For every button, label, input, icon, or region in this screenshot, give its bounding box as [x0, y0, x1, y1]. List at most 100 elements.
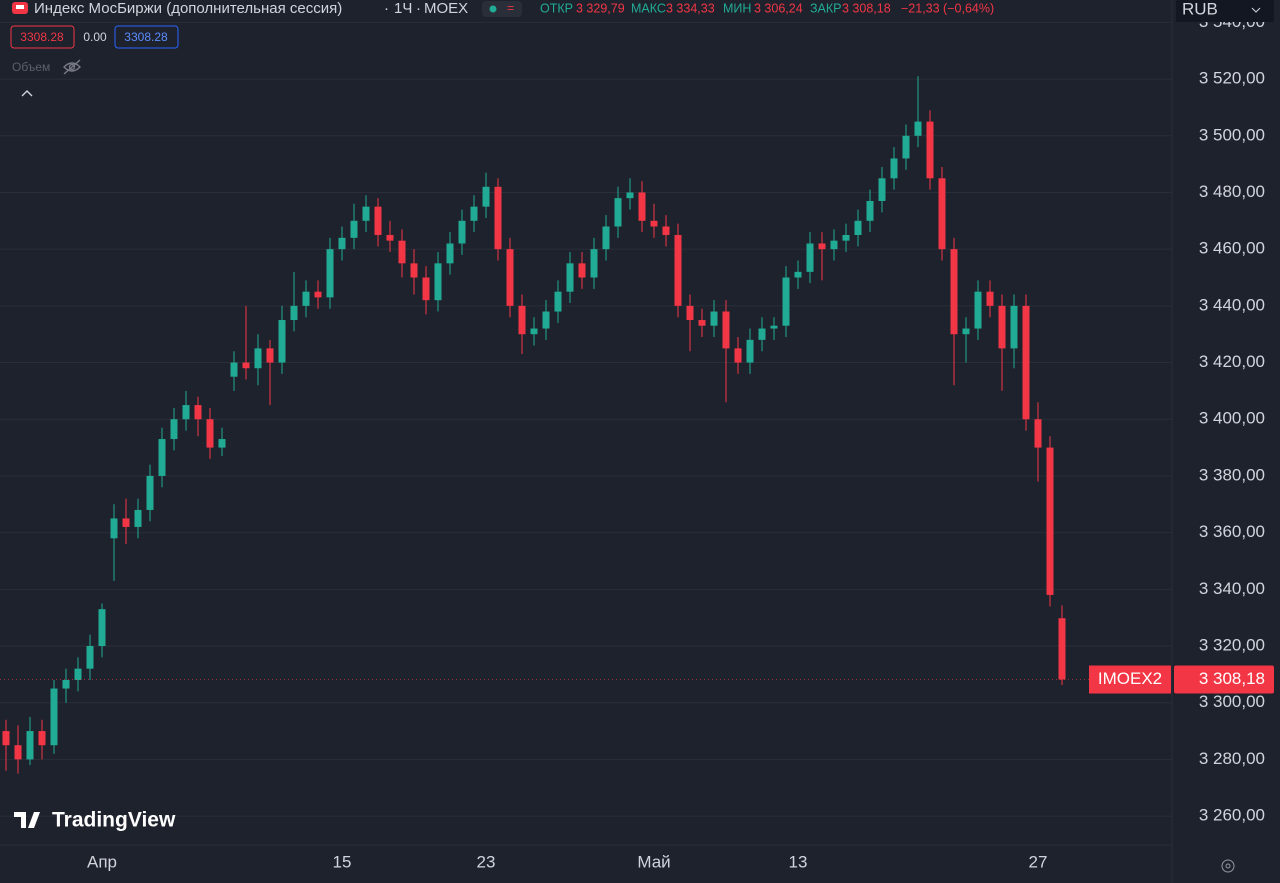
candle-body [530, 328, 538, 335]
candle-body [686, 305, 694, 321]
price-tag-label: 3 308,18 [1199, 669, 1265, 688]
candle-body [878, 178, 886, 201]
symbol-title[interactable]: Индекс МосБиржи (дополнительная сессия) [34, 0, 342, 17]
candle-body [698, 320, 706, 326]
y-tick-label: 3 320,00 [1199, 635, 1265, 654]
y-tick-label: 3 460,00 [1199, 239, 1265, 258]
open-label: ОТКР [540, 1, 573, 15]
logo-icon [14, 812, 40, 828]
candle-body [758, 328, 766, 340]
hide-icon[interactable] [63, 59, 81, 75]
candle-body [770, 325, 778, 329]
candle-body [2, 731, 10, 746]
logo-text: TradingView [52, 809, 176, 832]
candle-body [734, 348, 742, 363]
candle-body [470, 206, 478, 221]
candle-body [422, 277, 430, 301]
candle-body [446, 243, 454, 264]
candle-body [74, 668, 82, 681]
candle-body [746, 339, 754, 363]
settings-icon[interactable] [1221, 859, 1235, 873]
candle-body [494, 186, 502, 250]
candle-body [998, 305, 1006, 349]
candle-body [710, 311, 718, 326]
candle-body [458, 220, 466, 244]
candle-body [62, 680, 70, 689]
candle-body [602, 226, 610, 250]
buy-price[interactable]: 3308.28 [124, 30, 168, 44]
candle-body [1058, 618, 1066, 680]
candle-body [134, 509, 142, 527]
currency-arrow [1251, 7, 1261, 13]
close-value: 3 308,18 [842, 1, 891, 15]
candle-body [542, 311, 550, 329]
status-badge [482, 1, 522, 17]
collapse-button[interactable] [21, 90, 33, 97]
spread: 0.00 [83, 30, 107, 44]
y-tick-label: 3 280,00 [1199, 749, 1265, 768]
separator: · [384, 0, 389, 17]
candle-body [50, 688, 58, 746]
candle-body [266, 348, 274, 363]
candle-body [254, 348, 262, 369]
candle-body [302, 291, 310, 306]
y-tick-label: 3 360,00 [1199, 522, 1265, 541]
exchange[interactable]: MOEX [424, 0, 468, 17]
change-value: −21,33 (−0,64%) [901, 1, 994, 15]
candle-body [26, 731, 34, 760]
y-tick-label: 3 440,00 [1199, 295, 1265, 314]
candle-body [554, 291, 562, 312]
candle-body [1046, 447, 1054, 595]
y-tick-label: 3 380,00 [1199, 465, 1265, 484]
candle-body [110, 518, 118, 539]
y-tick-label: 3 340,00 [1199, 579, 1265, 598]
candle-body [170, 419, 178, 440]
logo[interactable]: TradingView [14, 809, 176, 832]
axes: 3 260,00 3 280,00 3 300,00 3 320,00 3 340,00… [0, 12, 1274, 871]
candle-body [314, 291, 322, 298]
candle-body [434, 263, 442, 301]
candle-body [122, 518, 130, 527]
separator: · [416, 0, 421, 17]
candle-body [782, 277, 790, 326]
y-tick-label: 3 420,00 [1199, 352, 1265, 371]
sell-button[interactable] [10, 25, 75, 49]
interval[interactable]: 1Ч [394, 0, 412, 17]
candle-body [398, 240, 406, 264]
candle-body [902, 135, 910, 159]
candle-body [482, 186, 490, 207]
y-tick-label: 3 400,00 [1199, 409, 1265, 428]
candle-body [650, 220, 658, 227]
x-tick-label: 23 [477, 852, 496, 871]
x-tick-label: Апр [87, 852, 117, 871]
candle-body [926, 121, 934, 179]
candle-body [962, 328, 970, 335]
candle-body [326, 249, 334, 298]
low-label: МИН [723, 1, 751, 15]
currency[interactable]: RUB [1182, 0, 1218, 18]
candle-body [242, 362, 250, 369]
candle-body [578, 263, 586, 278]
buy-button[interactable] [114, 25, 179, 49]
candle-body [206, 419, 214, 448]
candle-body [518, 305, 526, 335]
candle-body [338, 237, 346, 250]
candle-body [854, 220, 862, 235]
candle-body [158, 439, 166, 476]
candle-body [638, 192, 646, 221]
sell-price[interactable]: 3308.28 [20, 30, 64, 44]
candle-body [1010, 305, 1018, 349]
x-tick-label: 13 [789, 852, 808, 871]
candle-body [194, 405, 202, 420]
volume-label[interactable]: Объем [12, 60, 50, 74]
low-value: 3 306,24 [754, 1, 803, 15]
currency-box[interactable] [1176, 0, 1274, 22]
y-tick-label: 3 260,00 [1199, 806, 1265, 825]
x-tick-label: 27 [1029, 852, 1048, 871]
high-label: МАКС [631, 1, 666, 15]
candle-body [98, 609, 106, 647]
candle-body [722, 311, 730, 349]
candle-body [290, 305, 298, 321]
candle-body [350, 220, 358, 238]
